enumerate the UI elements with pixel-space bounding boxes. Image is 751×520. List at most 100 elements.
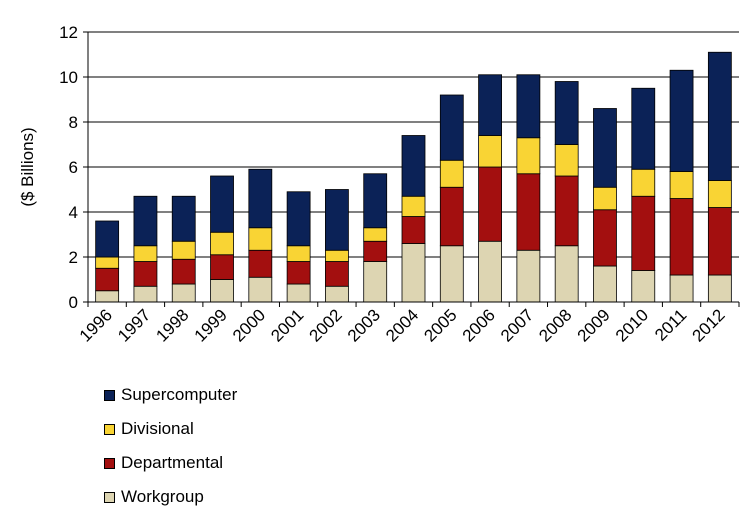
bar-divisional-1996 — [95, 256, 120, 269]
legend-item-workgroup: Workgroup — [104, 486, 237, 508]
bar-departmental-2001 — [286, 261, 311, 285]
bar-workgroup-1998 — [171, 283, 196, 303]
legend-item-departmental: Departmental — [104, 452, 237, 474]
bar-workgroup-1999 — [210, 279, 234, 303]
bar-workgroup-2012 — [707, 274, 732, 303]
bar-divisional-2010 — [631, 168, 656, 197]
x-tick-label-1999: 1999 — [191, 305, 231, 345]
legend-swatch-workgroup — [104, 491, 115, 503]
bar-divisional-2006 — [478, 135, 502, 168]
bar-workgroup-2001 — [286, 283, 311, 303]
legend-swatch-supercomputer — [104, 389, 115, 401]
x-tick-label-2009: 2009 — [574, 305, 614, 345]
x-tick-label-2003: 2003 — [344, 305, 384, 345]
x-tick-label-2001: 2001 — [267, 305, 307, 345]
bar-departmental-2007 — [516, 173, 541, 251]
legend-label-departmental: Departmental — [121, 453, 224, 472]
bar-supercomputer-2000 — [248, 168, 273, 229]
bar-supercomputer-1997 — [133, 195, 158, 247]
legend-item-supercomputer: Supercomputer — [104, 384, 237, 406]
bar-departmental-2005 — [439, 186, 464, 247]
bar-divisional-2000 — [248, 227, 273, 251]
x-tick-label-1998: 1998 — [152, 305, 192, 345]
y-tick-label-0: 0 — [69, 293, 78, 312]
x-tick-label-2004: 2004 — [382, 305, 422, 345]
bar-workgroup-2010 — [631, 270, 656, 303]
legend-swatch-divisional — [104, 423, 115, 435]
y-tick-label-12: 12 — [59, 23, 78, 42]
bar-workgroup-1996 — [95, 290, 120, 303]
bar-supercomputer-2009 — [593, 108, 617, 188]
x-tick-label-2006: 2006 — [459, 305, 499, 345]
bar-divisional-2009 — [593, 186, 617, 211]
y-tick-label-10: 10 — [59, 68, 78, 87]
legend: Supercomputer Divisional Departmental Workg… — [104, 384, 237, 520]
legend-label-supercomputer: Supercomputer — [121, 385, 238, 404]
x-tick-label-2008: 2008 — [535, 305, 575, 345]
bar-divisional-1999 — [210, 231, 234, 256]
x-tick-label-2007: 2007 — [497, 305, 537, 345]
bar-supercomputer-2010 — [631, 87, 656, 170]
bar-divisional-1998 — [171, 240, 196, 260]
bar-departmental-1996 — [95, 267, 120, 292]
bar-departmental-2006 — [478, 166, 502, 242]
y-tick-label-4: 4 — [69, 203, 78, 222]
bar-supercomputer-2003 — [363, 173, 388, 229]
bar-supercomputer-2004 — [401, 135, 426, 197]
x-tick-label-2010: 2010 — [612, 305, 652, 345]
bar-supercomputer-1998 — [171, 195, 196, 242]
bar-supercomputer-2012 — [707, 51, 732, 181]
bar-divisional-2001 — [286, 245, 311, 262]
y-tick-label-6: 6 — [69, 158, 78, 177]
bar-supercomputer-1996 — [95, 220, 120, 258]
bar-workgroup-2005 — [439, 245, 464, 303]
x-tick-label-1996: 1996 — [76, 305, 116, 345]
axes — [83, 31, 740, 307]
bar-departmental-2010 — [631, 195, 656, 271]
bar-departmental-1998 — [171, 258, 196, 285]
x-tick-label-2011: 2011 — [651, 305, 690, 344]
bar-supercomputer-2006 — [478, 74, 502, 136]
legend-label-divisional: Divisional — [121, 419, 194, 438]
bar-workgroup-2003 — [363, 261, 388, 303]
bar-divisional-1997 — [133, 245, 158, 262]
legend-label-workgroup: Workgroup — [121, 487, 204, 506]
bar-departmental-2009 — [593, 209, 617, 267]
x-tick-label-1997: 1997 — [114, 305, 154, 345]
y-tick-label-2: 2 — [69, 248, 78, 267]
bar-workgroup-2000 — [248, 276, 273, 303]
bar-workgroup-1997 — [133, 285, 158, 303]
bar-departmental-1997 — [133, 261, 158, 287]
bar-workgroup-2007 — [516, 249, 541, 303]
legend-item-divisional: Divisional — [104, 418, 237, 440]
bar-departmental-2012 — [707, 207, 732, 276]
bar-divisional-2007 — [516, 137, 541, 175]
x-tick-label-2012: 2012 — [688, 305, 728, 345]
bar-supercomputer-1999 — [210, 175, 234, 233]
bar-supercomputer-2001 — [286, 191, 311, 247]
x-tick-label-2002: 2002 — [306, 305, 346, 345]
x-tick-label-2005: 2005 — [420, 305, 460, 345]
bar-departmental-2011 — [669, 198, 694, 276]
bar-departmental-1999 — [210, 254, 234, 280]
x-tick-label-2000: 2000 — [229, 305, 269, 345]
bar-divisional-2003 — [363, 227, 388, 242]
bar-departmental-2004 — [401, 216, 426, 244]
bar-supercomputer-2005 — [439, 94, 464, 161]
bar-divisional-2004 — [401, 195, 426, 217]
bar-workgroup-2002 — [325, 285, 349, 303]
bar-divisional-2008 — [554, 144, 579, 177]
bar-departmental-2003 — [363, 240, 388, 262]
bar-workgroup-2011 — [669, 274, 694, 303]
legend-swatch-departmental — [104, 457, 115, 469]
y-tick-labels: 0 2 4 6 8 10 12 — [59, 23, 78, 312]
bar-workgroup-2004 — [401, 243, 426, 303]
bar-divisional-2002 — [325, 249, 349, 262]
bar-departmental-2002 — [325, 261, 349, 287]
bars — [95, 51, 732, 303]
bar-supercomputer-2011 — [669, 69, 694, 172]
bar-supercomputer-2007 — [516, 74, 541, 139]
bar-supercomputer-2002 — [325, 189, 349, 251]
y-axis-title: ($ Billions) — [18, 127, 37, 206]
